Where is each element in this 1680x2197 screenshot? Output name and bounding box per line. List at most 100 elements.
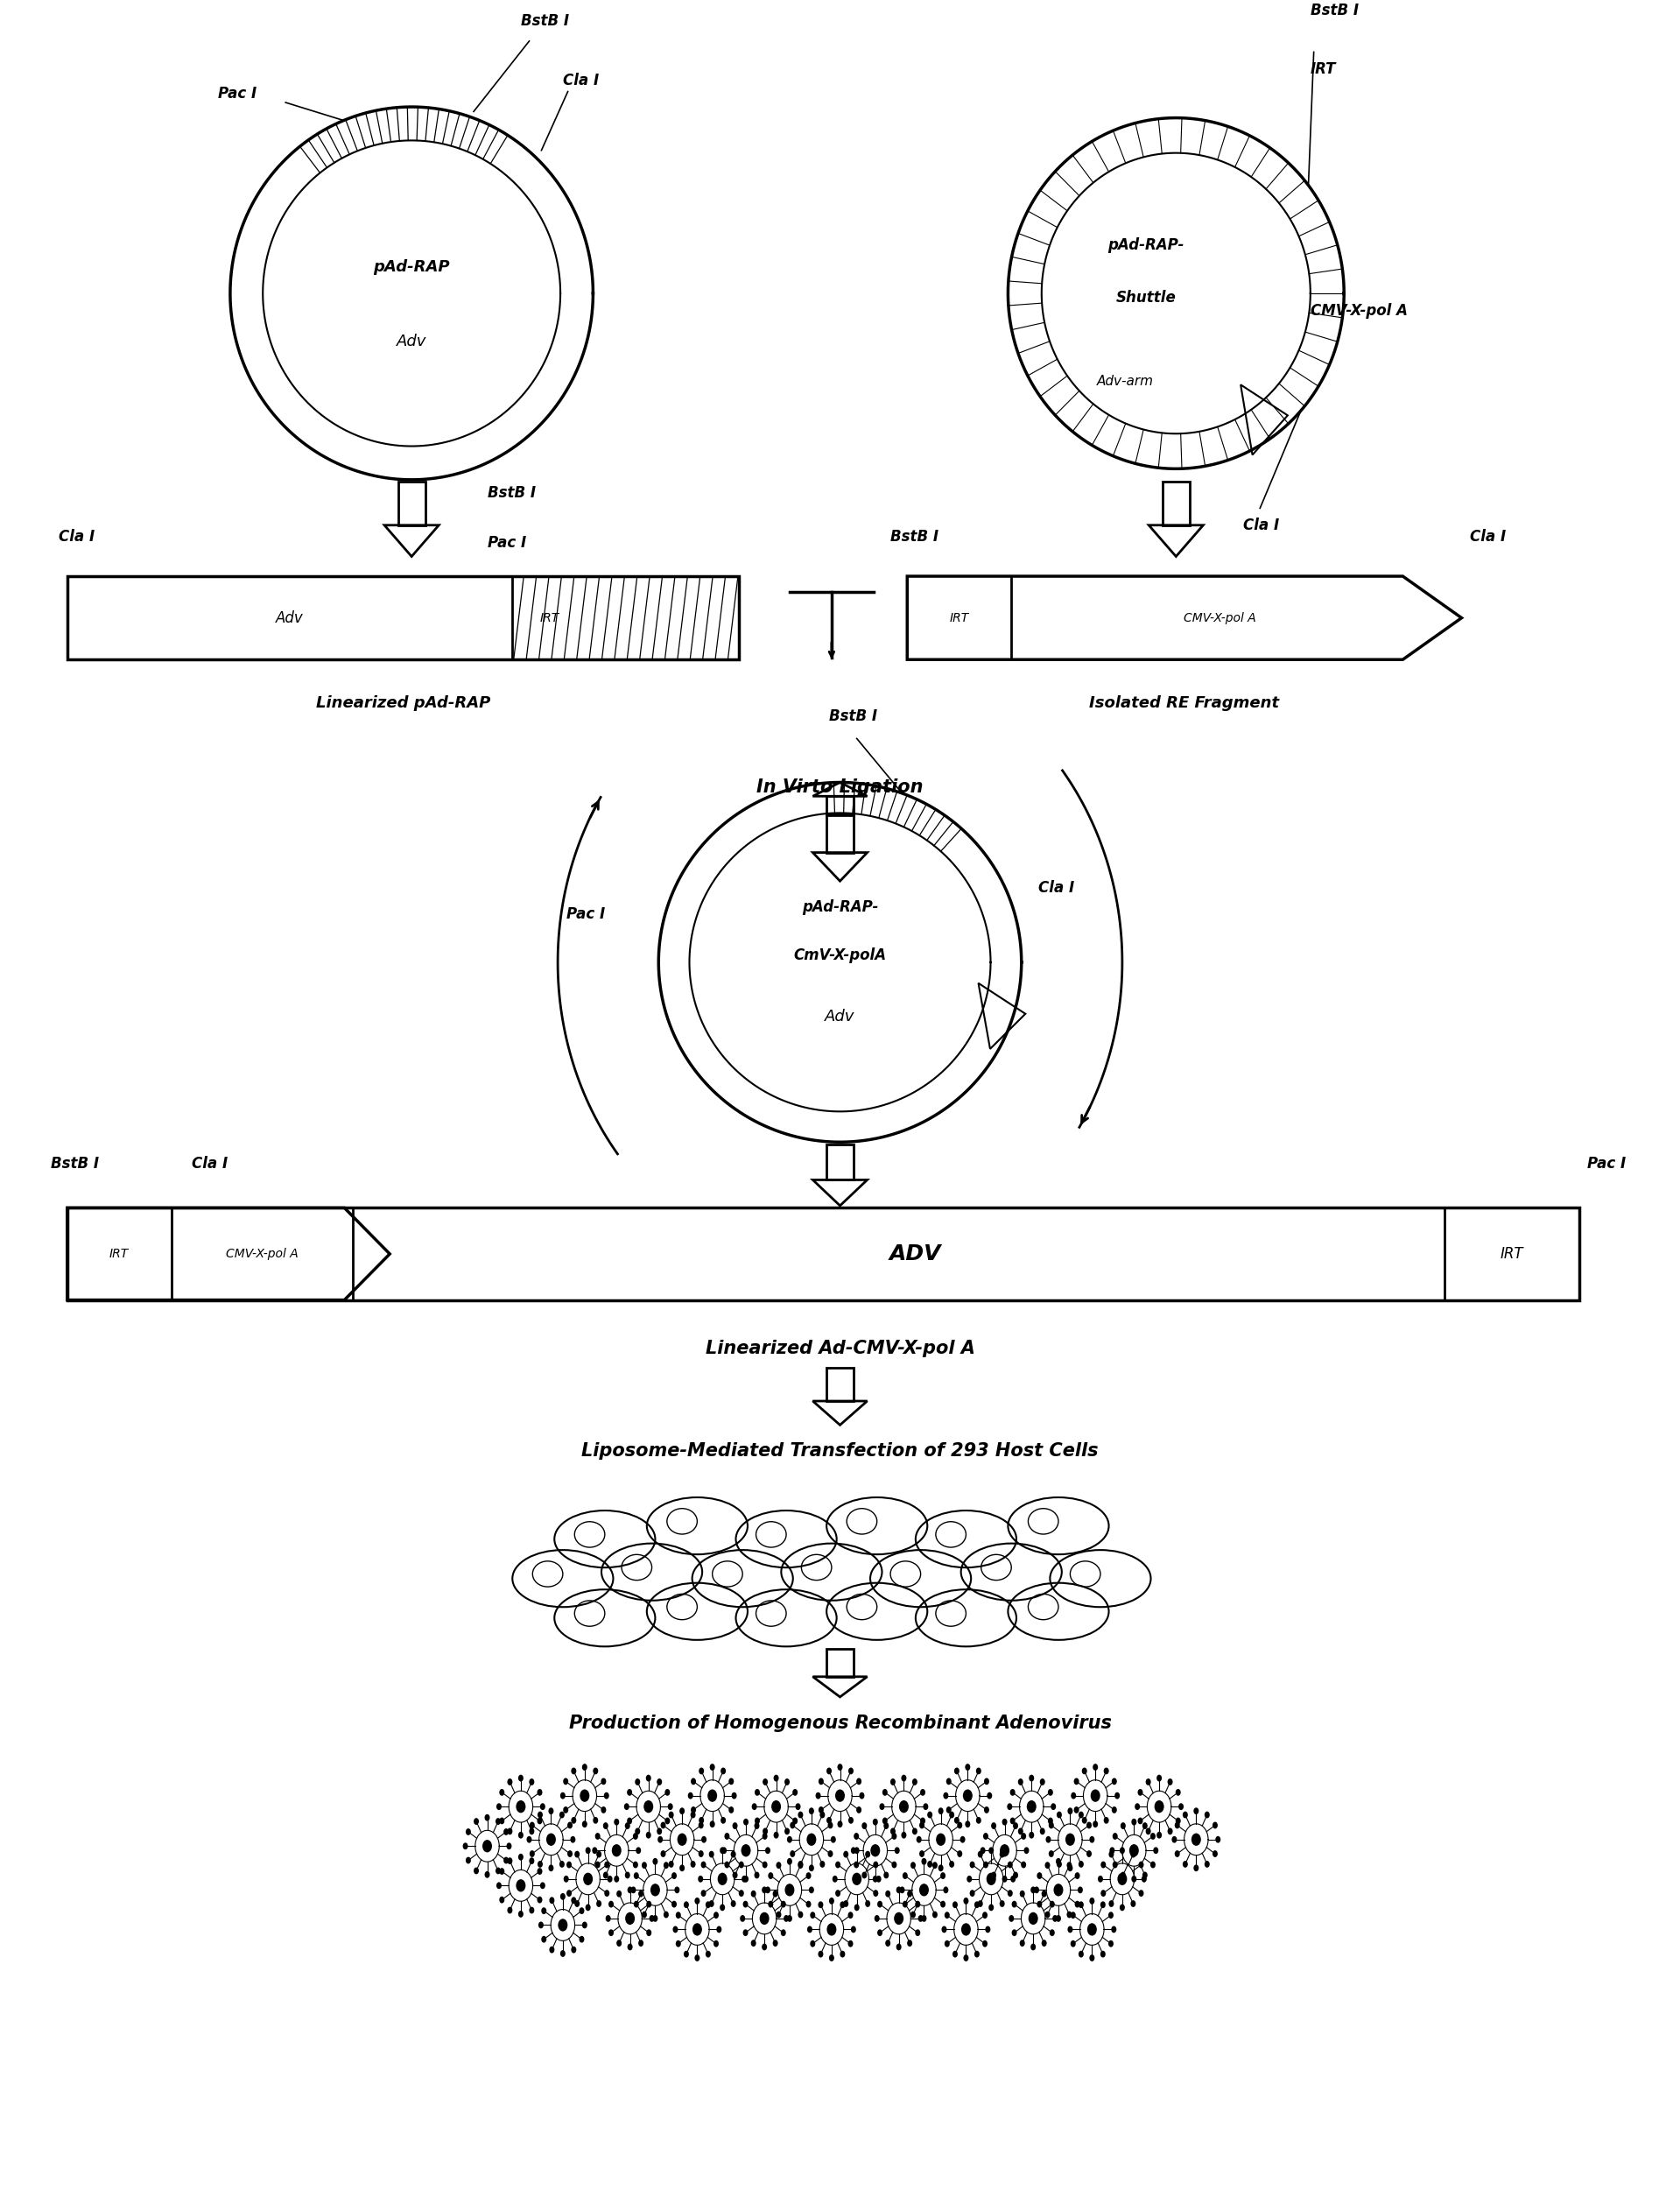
Circle shape <box>1023 1848 1030 1854</box>
Circle shape <box>516 1878 526 1892</box>
Circle shape <box>1013 1872 1018 1878</box>
Circle shape <box>1205 1861 1210 1867</box>
Circle shape <box>635 1828 640 1834</box>
Circle shape <box>786 1916 793 1922</box>
Circle shape <box>946 1777 951 1784</box>
Circle shape <box>721 1848 727 1854</box>
Circle shape <box>581 1821 588 1828</box>
Circle shape <box>911 1911 916 1918</box>
Circle shape <box>828 1850 833 1856</box>
Circle shape <box>1070 1940 1075 1947</box>
Circle shape <box>1100 1951 1105 1958</box>
Circle shape <box>1090 1788 1100 1802</box>
Circle shape <box>1109 1911 1114 1918</box>
Circle shape <box>1109 1848 1116 1854</box>
Circle shape <box>529 1856 534 1865</box>
Circle shape <box>976 1769 981 1775</box>
Circle shape <box>1010 1788 1015 1795</box>
Circle shape <box>835 1889 840 1896</box>
Circle shape <box>1075 1900 1080 1907</box>
Circle shape <box>941 1872 946 1878</box>
Circle shape <box>1045 1837 1052 1843</box>
Circle shape <box>1000 1900 1005 1907</box>
Circle shape <box>941 1900 946 1907</box>
Circle shape <box>1053 1883 1063 1896</box>
Circle shape <box>806 1927 813 1933</box>
Circle shape <box>773 1940 778 1947</box>
Circle shape <box>690 1806 696 1813</box>
Circle shape <box>507 1907 512 1914</box>
Circle shape <box>781 1900 786 1907</box>
Circle shape <box>549 1947 554 1953</box>
Circle shape <box>538 1810 543 1819</box>
Circle shape <box>1154 1799 1164 1813</box>
Circle shape <box>1183 1810 1188 1819</box>
Circle shape <box>1129 1843 1139 1856</box>
Circle shape <box>1109 1850 1114 1859</box>
Circle shape <box>902 1872 907 1878</box>
Circle shape <box>595 1861 600 1867</box>
Circle shape <box>853 1848 860 1854</box>
Circle shape <box>919 1821 924 1828</box>
Circle shape <box>832 1876 838 1883</box>
Circle shape <box>559 1793 566 1799</box>
Circle shape <box>937 1865 944 1872</box>
Circle shape <box>1131 1850 1136 1859</box>
Circle shape <box>1045 1861 1050 1870</box>
Circle shape <box>575 1900 580 1907</box>
Circle shape <box>1042 1940 1047 1947</box>
Circle shape <box>1079 1810 1084 1819</box>
Circle shape <box>1021 1832 1026 1839</box>
Circle shape <box>507 1780 512 1786</box>
Circle shape <box>1156 1775 1163 1782</box>
Text: Cla I: Cla I <box>1243 518 1278 534</box>
Circle shape <box>953 1951 958 1958</box>
Circle shape <box>538 1788 543 1795</box>
Circle shape <box>647 1900 652 1907</box>
Circle shape <box>1121 1872 1126 1878</box>
Circle shape <box>872 1819 879 1826</box>
Circle shape <box>1183 1861 1188 1867</box>
Circle shape <box>1030 1944 1037 1951</box>
Circle shape <box>1168 1828 1173 1834</box>
Circle shape <box>969 1861 974 1867</box>
Circle shape <box>601 1777 606 1784</box>
Circle shape <box>546 1832 556 1845</box>
Circle shape <box>983 1911 988 1918</box>
Circle shape <box>1114 1793 1121 1799</box>
Circle shape <box>857 1777 862 1784</box>
Circle shape <box>1112 1861 1117 1867</box>
Circle shape <box>944 1940 949 1947</box>
Circle shape <box>1089 1955 1095 1962</box>
Circle shape <box>927 1861 932 1867</box>
Circle shape <box>496 1817 501 1826</box>
Circle shape <box>529 1850 534 1856</box>
Circle shape <box>716 1927 722 1933</box>
Circle shape <box>1018 1828 1023 1834</box>
Circle shape <box>835 1861 840 1867</box>
Circle shape <box>1057 1810 1062 1819</box>
Circle shape <box>875 1876 882 1883</box>
Text: BstB I: BstB I <box>521 13 570 29</box>
Circle shape <box>798 1861 803 1867</box>
Text: Linearized Ad-CMV-X-pol A: Linearized Ad-CMV-X-pol A <box>706 1340 974 1358</box>
Circle shape <box>979 1848 986 1854</box>
Circle shape <box>1112 1832 1117 1839</box>
Circle shape <box>474 1867 479 1874</box>
Circle shape <box>596 1850 601 1859</box>
Circle shape <box>699 1769 704 1775</box>
Circle shape <box>890 1828 895 1834</box>
Circle shape <box>593 1817 598 1824</box>
Circle shape <box>954 1769 959 1775</box>
Circle shape <box>754 1788 759 1795</box>
Circle shape <box>1050 1900 1055 1907</box>
Circle shape <box>529 1780 534 1786</box>
Circle shape <box>1008 1889 1013 1896</box>
Circle shape <box>1042 1889 1047 1898</box>
Text: Adv: Adv <box>276 611 304 626</box>
Circle shape <box>675 1911 680 1918</box>
Circle shape <box>1146 1828 1151 1834</box>
Circle shape <box>719 1905 726 1911</box>
Circle shape <box>781 1929 786 1936</box>
Circle shape <box>1174 1850 1179 1856</box>
